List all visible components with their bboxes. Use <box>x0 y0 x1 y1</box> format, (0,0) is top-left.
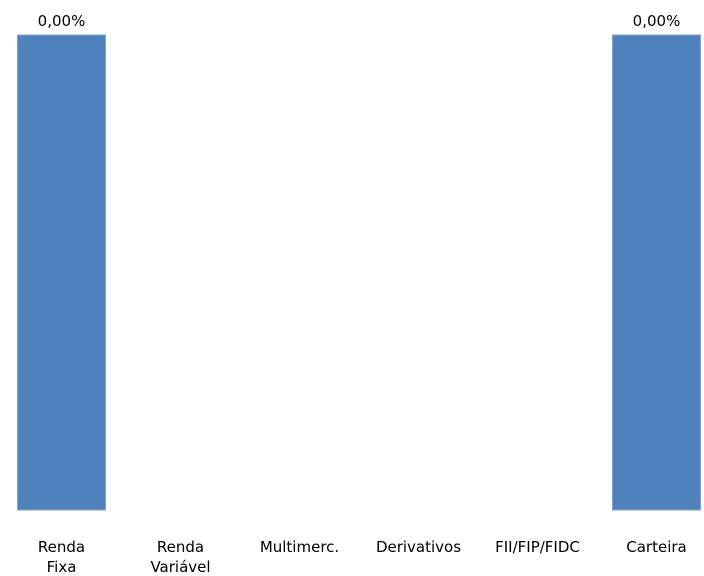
category-label-renda-fixa: Renda Fixa <box>38 538 85 576</box>
category-labels-group: Renda Fixa Renda Variável Multimerc. Derivati… <box>38 538 687 576</box>
category-label-derivativos: Derivativos <box>376 538 461 556</box>
bar-renda-fixa <box>17 34 106 511</box>
bars-group <box>17 34 701 511</box>
category-label-fii-fip-fidc: FII/FIP/FIDC <box>495 538 580 556</box>
category-label-carteira: Carteira <box>626 538 686 556</box>
data-label-carteira: 0,00% <box>633 12 681 30</box>
category-label-renda-vari-vel: Renda Variável <box>150 538 210 576</box>
data-labels-group: 0,00% 0,00% <box>38 12 681 30</box>
bar-carteira <box>612 34 701 511</box>
data-label-renda-fixa: 0,00% <box>38 12 86 30</box>
category-label-multimerc: Multimerc. <box>260 538 339 556</box>
